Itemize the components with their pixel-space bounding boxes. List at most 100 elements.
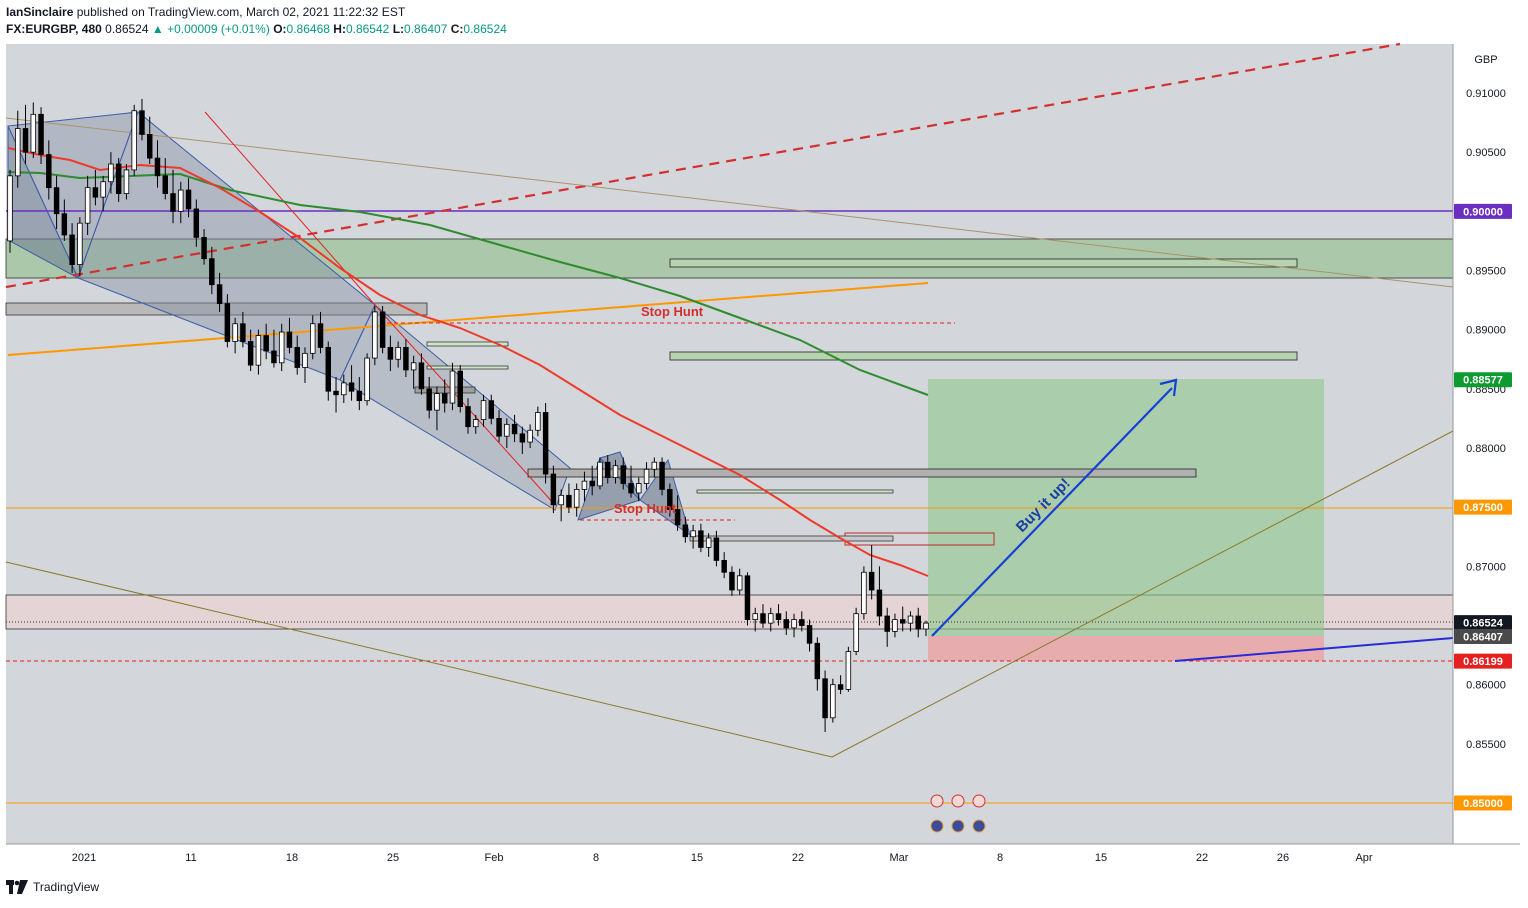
order-block-1[interactable] <box>669 258 1298 268</box>
candle-body[interactable] <box>651 461 658 470</box>
candle-body[interactable] <box>216 284 223 305</box>
candle-body[interactable] <box>22 128 29 153</box>
candle-body[interactable] <box>170 193 176 212</box>
order-block-8[interactable] <box>426 365 509 370</box>
candle-body[interactable] <box>364 357 370 402</box>
red-diagonal-2[interactable] <box>374 304 556 506</box>
candle-body[interactable] <box>698 530 704 548</box>
candle-body[interactable] <box>861 571 867 615</box>
order-block-5[interactable] <box>689 535 894 542</box>
candle-body[interactable] <box>713 537 720 561</box>
order-block-7[interactable] <box>426 341 509 347</box>
candle-body[interactable] <box>775 613 782 620</box>
candle-body[interactable] <box>573 489 580 508</box>
candle-body[interactable] <box>480 400 487 420</box>
candle-body[interactable] <box>643 468 650 484</box>
candle-body[interactable] <box>84 187 91 224</box>
candle-body[interactable] <box>131 110 137 171</box>
candle-body[interactable] <box>799 619 805 626</box>
wedge-line-lower-left[interactable] <box>5 561 833 758</box>
candle-body[interactable] <box>449 370 456 404</box>
candle-body[interactable] <box>566 494 572 508</box>
candle-body[interactable] <box>115 163 122 194</box>
candle-body[interactable] <box>729 571 735 591</box>
candle-body[interactable] <box>247 341 254 366</box>
eu-flag-icon[interactable] <box>972 819 986 833</box>
candle-body[interactable] <box>558 494 564 506</box>
candle-body[interactable] <box>263 335 269 352</box>
candle-body[interactable] <box>605 461 611 478</box>
author-name[interactable]: IanSinclaire <box>6 5 74 19</box>
candle-body[interactable] <box>589 480 595 487</box>
candle-body[interactable] <box>783 619 790 629</box>
orange-trendline[interactable] <box>7 282 929 356</box>
candle-body[interactable] <box>736 575 743 591</box>
ema-50-line[interactable] <box>7 147 929 577</box>
gb-flag-icon[interactable] <box>972 794 986 808</box>
order-block-2[interactable] <box>669 351 1298 361</box>
candle-body[interactable] <box>61 213 68 236</box>
candle-body[interactable] <box>201 236 207 260</box>
candle-body[interactable] <box>15 128 21 177</box>
candle-body[interactable] <box>550 473 557 506</box>
gb-flag-icon[interactable] <box>930 794 944 808</box>
candle-body[interactable] <box>473 419 479 428</box>
candle-body[interactable] <box>302 352 308 368</box>
candle-body[interactable] <box>830 684 836 719</box>
candle-body[interactable] <box>527 429 533 443</box>
candle-body[interactable] <box>892 619 898 632</box>
wedge-line-right[interactable] <box>831 430 1454 758</box>
candle-body[interactable] <box>837 684 844 690</box>
candle-body[interactable] <box>178 189 184 212</box>
candle-body[interactable] <box>30 113 37 153</box>
stop-hunt-label-2[interactable]: Stop Hunt <box>614 501 677 516</box>
candle-body[interactable] <box>333 390 339 396</box>
candle-body[interactable] <box>752 613 758 620</box>
candle-body[interactable] <box>224 303 231 342</box>
dashed-trendline[interactable] <box>5 42 1401 289</box>
candle-body[interactable] <box>69 234 75 265</box>
candle-body[interactable] <box>46 154 52 189</box>
candle-body[interactable] <box>806 625 813 644</box>
candle-body[interactable] <box>372 311 378 359</box>
tradingview-logo-icon[interactable] <box>6 880 28 894</box>
candle-body[interactable] <box>457 370 463 407</box>
price-chart[interactable]: Stop Hunt Stop Hunt Buy it up! GBP 0.910… <box>0 0 1528 875</box>
candle-body[interactable] <box>465 406 471 428</box>
candle-body[interactable] <box>682 524 689 538</box>
candle-body[interactable] <box>434 393 440 411</box>
gb-flag-icon[interactable] <box>951 794 965 808</box>
candle-body[interactable] <box>403 347 409 371</box>
eu-flag-icon[interactable] <box>951 819 965 833</box>
candle-body[interactable] <box>876 589 883 617</box>
candle-body[interactable] <box>768 613 774 624</box>
candle-body[interactable] <box>620 465 626 484</box>
candle-body[interactable] <box>915 615 921 630</box>
candle-body[interactable] <box>504 423 510 437</box>
candle-body[interactable] <box>100 181 106 198</box>
candle-body[interactable] <box>193 208 200 238</box>
candle-body[interactable] <box>209 258 215 286</box>
candle-body[interactable] <box>38 113 44 155</box>
time-axis[interactable]: 2021 11 18 25 Feb 8 15 22 Mar 8 15 22 26 Apr <box>72 852 1373 864</box>
candle-body[interactable] <box>278 331 285 364</box>
candle-body[interactable] <box>139 110 145 135</box>
candle-body[interactable] <box>597 461 603 487</box>
event-icons[interactable] <box>930 794 986 833</box>
candle-body[interactable] <box>511 423 518 435</box>
candle-body[interactable] <box>907 615 914 624</box>
candle-body[interactable] <box>868 571 875 591</box>
candle-body[interactable] <box>791 619 797 629</box>
candle-body[interactable] <box>441 393 448 404</box>
candle-body[interactable] <box>853 613 859 652</box>
candle-body[interactable] <box>410 362 417 371</box>
candle-body[interactable] <box>418 362 425 390</box>
candle-body[interactable] <box>356 390 363 402</box>
candle-body[interactable] <box>496 418 502 437</box>
candle-body[interactable] <box>317 323 324 348</box>
candle-body[interactable] <box>310 323 316 354</box>
candle-body[interactable] <box>185 189 192 210</box>
eu-flag-icon[interactable] <box>930 819 944 833</box>
blue-support-line[interactable] <box>1174 637 1454 662</box>
candle-body[interactable] <box>271 350 277 364</box>
